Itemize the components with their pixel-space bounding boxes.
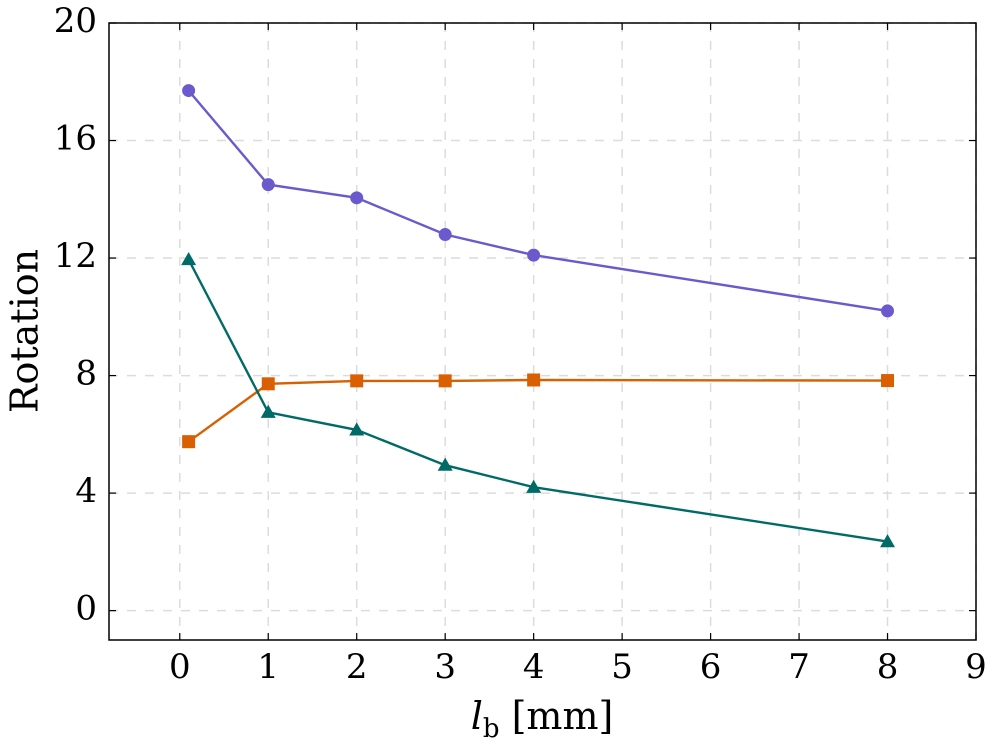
series-1-point bbox=[438, 228, 452, 242]
series-2-point bbox=[438, 374, 452, 388]
series-1-point bbox=[182, 84, 196, 98]
x-axis-label-subscript: b bbox=[483, 714, 500, 744]
y-tick-label: 8 bbox=[75, 354, 97, 394]
y-tick-label: 12 bbox=[54, 236, 97, 276]
series-1-circle bbox=[182, 84, 895, 318]
x-tick-label: 8 bbox=[877, 647, 899, 687]
series-1-point bbox=[261, 178, 275, 192]
x-tick-label: 4 bbox=[523, 647, 545, 687]
x-axis-label: lb [mm] bbox=[471, 694, 614, 744]
x-tick-label: 1 bbox=[257, 647, 279, 687]
series-2-point bbox=[881, 374, 895, 388]
series-3-triangle bbox=[181, 252, 896, 548]
series-layer bbox=[181, 84, 896, 548]
series-3-line bbox=[187, 258, 888, 543]
y-tick-label: 20 bbox=[54, 1, 97, 41]
series-2-point bbox=[261, 377, 275, 391]
x-tick-label: 2 bbox=[346, 647, 368, 687]
plot-frame bbox=[108, 22, 977, 641]
series-3-point bbox=[526, 479, 542, 493]
y-tick-label: 16 bbox=[54, 119, 97, 159]
series-2-point bbox=[350, 374, 364, 388]
series-2-line bbox=[187, 378, 888, 443]
x-tick-label: 6 bbox=[700, 647, 722, 687]
series-2-square bbox=[182, 373, 895, 449]
series-1-point bbox=[350, 191, 364, 205]
x-axis-label-unit: [mm] bbox=[500, 694, 614, 738]
series-2-point bbox=[527, 373, 541, 387]
tick-marks bbox=[109, 22, 977, 640]
x-tick-label: 3 bbox=[434, 647, 456, 687]
series-2-point bbox=[182, 435, 196, 449]
x-tick-label: 5 bbox=[611, 647, 633, 687]
x-tick-label: 7 bbox=[788, 647, 810, 687]
series-1-line bbox=[187, 89, 888, 313]
series-3-point bbox=[181, 252, 197, 266]
y-tick-label: 4 bbox=[75, 471, 97, 511]
y-axis-label: Rotation bbox=[3, 249, 47, 413]
series-1-point bbox=[881, 304, 895, 318]
x-tick-label: 0 bbox=[169, 647, 191, 687]
grid-lines bbox=[109, 22, 977, 640]
x-axis-label-main: l bbox=[471, 694, 483, 738]
y-tick-label: 0 bbox=[75, 589, 97, 629]
series-3-point bbox=[260, 404, 276, 418]
series-3-point bbox=[880, 534, 896, 548]
x-tick-label: 9 bbox=[965, 647, 987, 687]
series-3-point bbox=[349, 422, 365, 436]
series-3-point bbox=[437, 457, 453, 471]
series-1-point bbox=[527, 248, 541, 262]
